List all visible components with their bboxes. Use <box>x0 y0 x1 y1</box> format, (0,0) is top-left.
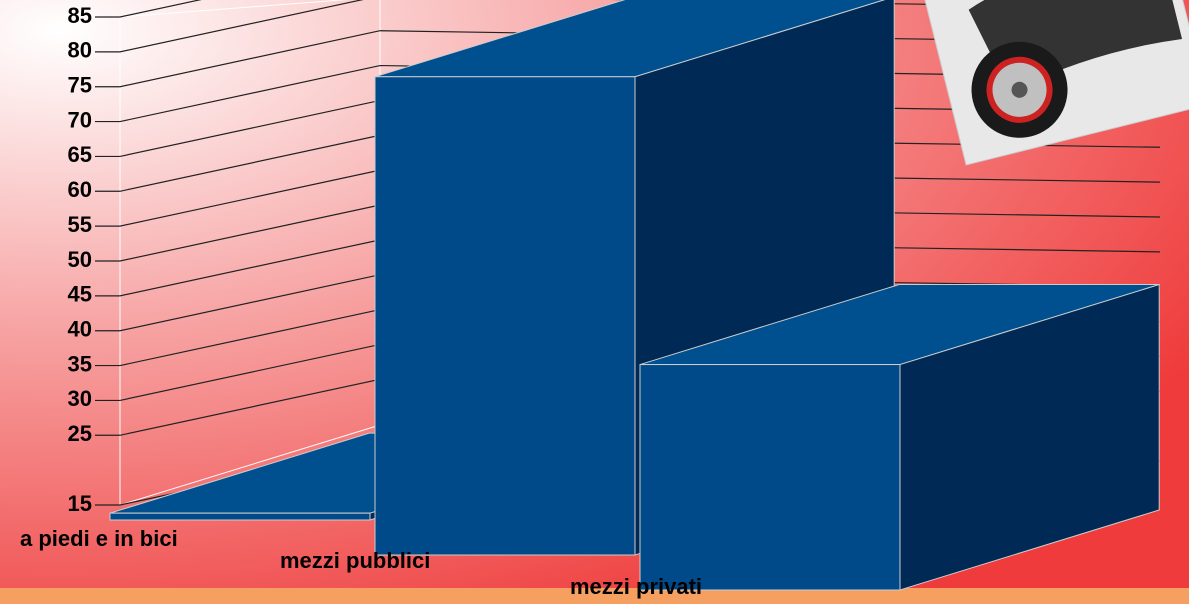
y-tick-label: 60 <box>68 177 92 202</box>
x-tick-label: mezzi privati <box>570 574 702 599</box>
bar-front <box>374 76 636 556</box>
y-tick-label: 80 <box>68 38 92 63</box>
y-tick-label: 40 <box>68 317 92 342</box>
plot: 15 25 30 35 40 45 50 55 60 65 70 75 80 85 a piedi e in… <box>20 0 1161 599</box>
footer-strip <box>0 588 1189 604</box>
bar-front <box>109 512 371 521</box>
y-tick-label: 50 <box>68 247 92 272</box>
bar-front <box>639 364 901 591</box>
x-tick-label: mezzi pubblici <box>280 548 430 573</box>
y-tick-label: 15 <box>68 491 92 516</box>
y-tick-label: 65 <box>68 142 92 167</box>
y-tick-label: 85 <box>68 3 92 28</box>
y-tick-label: 35 <box>68 351 92 376</box>
y-tick-label: 55 <box>68 212 92 237</box>
x-tick-label: a piedi e in bici <box>20 526 178 551</box>
y-tick-label: 25 <box>68 421 92 446</box>
y-tick-label: 45 <box>68 282 92 307</box>
scooter-photo <box>919 0 1189 166</box>
y-tick-label: 75 <box>68 73 92 98</box>
y-tick-label: 70 <box>68 107 92 132</box>
grid-line <box>95 0 202 18</box>
y-tick-label: 30 <box>68 386 92 411</box>
